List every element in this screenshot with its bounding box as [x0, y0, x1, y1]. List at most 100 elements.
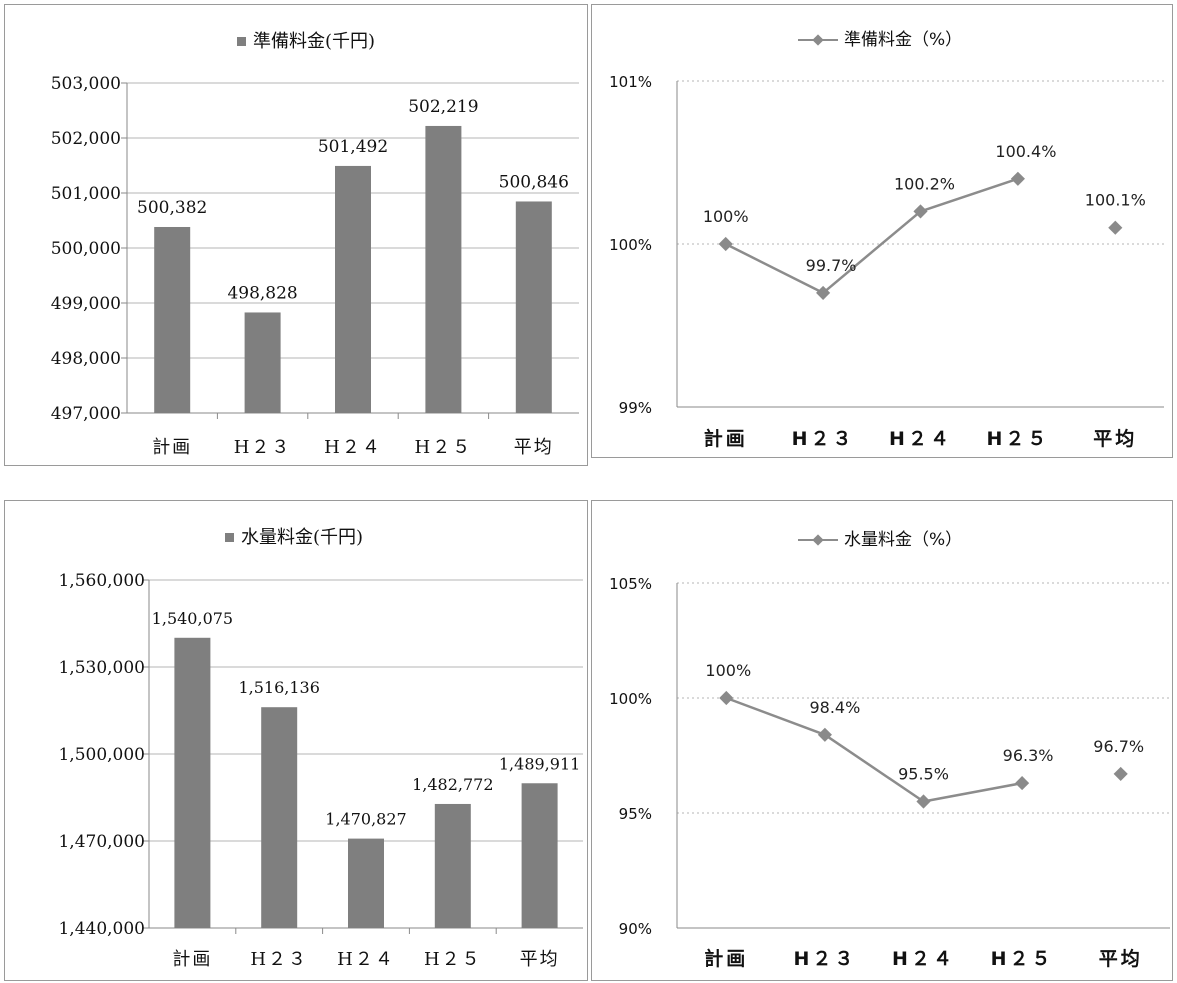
data-point	[719, 690, 734, 706]
y-tick-label: 100%	[609, 236, 652, 254]
x-category-label: H２４	[324, 437, 382, 458]
series-line-segment	[920, 177, 1019, 213]
y-tick-label: 101%	[609, 73, 652, 91]
bar	[425, 125, 462, 413]
data-point	[913, 204, 928, 219]
data-label: 100%	[705, 661, 751, 680]
x-category-label: 計画	[172, 949, 212, 970]
bar	[335, 165, 371, 413]
legend-marker-square	[225, 533, 234, 542]
y-tick-label: 500,000	[51, 239, 121, 259]
y-tick-label: 90%	[619, 920, 652, 938]
legend-marker-diamond	[812, 34, 824, 46]
y-tick-label: 105%	[609, 575, 652, 593]
y-tick-label: 499,000	[51, 294, 121, 314]
bar	[515, 201, 552, 413]
y-tick-label: 100%	[609, 690, 652, 708]
data-point	[718, 236, 733, 252]
bar	[154, 226, 191, 413]
series-line-segment	[822, 210, 922, 294]
chart-panel-preparation-fee-amount: 497,000 498,000 499,000 500,000 501,000 502,0…	[4, 4, 588, 466]
data-point	[916, 794, 931, 809]
y-tick-label: 1,560,000	[58, 571, 145, 591]
y-tick-label: 501,000	[51, 184, 121, 204]
data-point	[1010, 171, 1025, 186]
data-label: 100.1%	[1085, 191, 1146, 210]
bar-chart-preparation-fee: 497,000 498,000 499,000 500,000 501,000 502,0…	[51, 31, 579, 458]
line-chart-preparation-fee: 99% 100% 101% 計画 H２３ H２４ H２５ 平均 準備料金（%） 100% 99.7%…	[609, 30, 1164, 450]
chart-panel-preparation-fee-percent: 99% 100% 101% 計画 H２３ H２４ H２５ 平均 準備料金（%） 100% 99.7%…	[591, 4, 1173, 458]
bar	[261, 707, 298, 928]
bar	[348, 838, 384, 928]
data-label: 501,492	[318, 137, 388, 157]
data-label: 98.4%	[809, 698, 860, 717]
bar	[244, 312, 281, 413]
x-category-label: H２５	[415, 437, 473, 458]
y-tick-label: 99%	[619, 399, 652, 417]
data-point	[817, 727, 832, 742]
x-category-label: H２４	[889, 428, 952, 450]
series-line-segment	[923, 781, 1023, 803]
data-point	[1015, 776, 1030, 791]
x-category-label: 平均	[514, 437, 554, 458]
x-category-label: 平均	[520, 949, 560, 970]
y-tick-label: 503,000	[51, 74, 121, 94]
data-label: 100.4%	[995, 142, 1056, 161]
x-category-label: 平均	[1099, 947, 1143, 970]
x-category-label: H２４	[892, 948, 955, 970]
x-category-label: H２３	[793, 948, 856, 970]
data-point	[1108, 220, 1123, 235]
data-label: 502,219	[408, 97, 478, 117]
data-label: 500,382	[137, 198, 207, 218]
x-category-label: 計画	[704, 427, 748, 450]
chart-panel-water-fee-percent: 90% 95% 100% 105% 計画 H２３ H２４ H２５ 平均 水量料金（%） 100% 98…	[591, 500, 1173, 981]
y-tick-label: 497,000	[51, 404, 121, 424]
data-point	[1113, 766, 1128, 781]
x-category-label: H２３	[234, 437, 292, 458]
x-category-label: 平均	[1093, 427, 1137, 450]
data-label: 100.2%	[894, 174, 955, 193]
y-tick-label: 498,000	[51, 349, 121, 369]
x-category-label: 計画	[152, 437, 192, 458]
y-tick-label: 1,440,000	[58, 919, 145, 939]
y-tick-label: 1,470,000	[58, 832, 145, 852]
x-category-label: 計画	[704, 947, 748, 970]
chart-title: 準備料金(千円)	[253, 31, 375, 52]
series-line-segment	[725, 696, 826, 736]
data-point	[816, 285, 831, 300]
y-tick-label: 502,000	[51, 129, 121, 149]
series-line-segment	[824, 733, 925, 803]
data-label: 498,828	[227, 283, 297, 303]
chart-title: 準備料金（%）	[844, 30, 962, 50]
data-label: 99.7%	[806, 256, 857, 275]
data-label: 1,470,827	[325, 810, 406, 829]
bar-chart-water-fee: 1,440,000 1,470,000 1,500,000 1,530,000 1,56…	[58, 527, 583, 970]
chart-title: 水量料金（%）	[844, 530, 962, 550]
data-label: 1,482,772	[412, 775, 493, 794]
data-label: 100%	[703, 207, 749, 226]
x-category-label: H２５	[991, 948, 1054, 970]
bar	[521, 783, 558, 928]
line-chart-water-fee: 90% 95% 100% 105% 計画 H２３ H２４ H２５ 平均 水量料金（%） 100% 98…	[609, 530, 1170, 970]
data-label: 1,540,075	[152, 609, 233, 628]
y-tick-label: 95%	[619, 805, 652, 823]
bar	[174, 637, 211, 928]
x-category-label: H２５	[986, 428, 1049, 450]
data-label: 1,489,911	[499, 754, 580, 773]
chart-panel-water-fee-amount: 1,440,000 1,470,000 1,500,000 1,530,000 1,56…	[4, 500, 588, 981]
data-label: 95.5%	[898, 765, 949, 784]
data-label: 96.3%	[1003, 746, 1054, 765]
data-label: 1,516,136	[238, 678, 319, 697]
x-category-label: H２５	[424, 949, 482, 970]
chart-title: 水量料金(千円)	[241, 527, 363, 548]
x-category-label: H２３	[792, 428, 855, 450]
series-line-segment	[725, 242, 824, 295]
x-category-label: H２３	[250, 949, 308, 970]
x-category-label: H２４	[337, 949, 395, 970]
legend-marker-diamond	[812, 534, 824, 546]
y-tick-label: 1,500,000	[58, 745, 145, 765]
legend-marker-square	[237, 37, 246, 46]
bar	[434, 803, 471, 928]
data-label: 96.7%	[1093, 737, 1144, 756]
y-tick-label: 1,530,000	[58, 658, 145, 678]
